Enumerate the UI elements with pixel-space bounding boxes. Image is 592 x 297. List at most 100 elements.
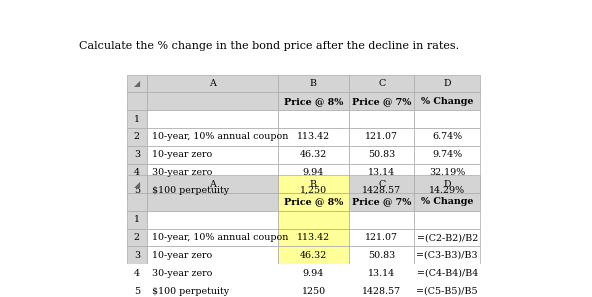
Bar bbox=[147, 264, 278, 282]
Text: % Change: % Change bbox=[421, 198, 474, 206]
Bar bbox=[414, 282, 480, 297]
Text: 4: 4 bbox=[134, 269, 140, 278]
Text: ◢: ◢ bbox=[134, 180, 140, 189]
Text: =(C5-B5)/B5: =(C5-B5)/B5 bbox=[416, 287, 478, 296]
Bar bbox=[349, 75, 414, 92]
Bar bbox=[278, 247, 349, 264]
Bar bbox=[414, 75, 480, 92]
Text: Price @ 7%: Price @ 7% bbox=[352, 97, 411, 106]
Text: 113.42: 113.42 bbox=[297, 132, 330, 141]
Text: 2: 2 bbox=[134, 233, 140, 242]
Bar bbox=[349, 146, 414, 164]
Text: A: A bbox=[209, 180, 216, 189]
Text: 6.74%: 6.74% bbox=[432, 132, 462, 141]
Bar bbox=[278, 175, 349, 193]
Text: 1428.57: 1428.57 bbox=[362, 287, 401, 296]
Text: 113.42: 113.42 bbox=[297, 233, 330, 242]
Bar bbox=[278, 181, 349, 199]
Text: A: A bbox=[209, 79, 216, 88]
Bar bbox=[147, 247, 278, 264]
Bar bbox=[278, 229, 349, 247]
Bar bbox=[147, 175, 278, 193]
Text: 10-year zero: 10-year zero bbox=[152, 150, 213, 159]
Text: 4: 4 bbox=[134, 168, 140, 177]
Bar bbox=[127, 128, 147, 146]
Text: 46.32: 46.32 bbox=[300, 251, 327, 260]
Bar bbox=[127, 211, 147, 229]
Bar bbox=[147, 92, 278, 110]
Bar bbox=[127, 146, 147, 164]
Text: =(C2-B2)/B2: =(C2-B2)/B2 bbox=[417, 233, 478, 242]
Bar bbox=[278, 92, 349, 110]
Bar bbox=[278, 193, 349, 211]
Text: 1250: 1250 bbox=[301, 287, 326, 296]
Bar bbox=[349, 164, 414, 181]
Bar bbox=[147, 128, 278, 146]
Bar bbox=[127, 264, 147, 282]
Text: 9.94: 9.94 bbox=[303, 168, 324, 177]
Text: B: B bbox=[310, 79, 317, 88]
Text: 5: 5 bbox=[134, 287, 140, 296]
Bar bbox=[349, 229, 414, 247]
Text: 3: 3 bbox=[134, 150, 140, 159]
Text: 121.07: 121.07 bbox=[365, 132, 398, 141]
Text: 1428.57: 1428.57 bbox=[362, 186, 401, 195]
Bar bbox=[278, 164, 349, 181]
Bar bbox=[414, 175, 480, 193]
Text: B: B bbox=[310, 180, 317, 189]
Bar bbox=[127, 110, 147, 128]
Bar bbox=[414, 128, 480, 146]
Bar bbox=[414, 164, 480, 181]
Bar bbox=[349, 128, 414, 146]
Text: 3: 3 bbox=[134, 251, 140, 260]
Bar bbox=[278, 110, 349, 128]
Bar bbox=[414, 110, 480, 128]
Text: =(C4-B4)/B4: =(C4-B4)/B4 bbox=[417, 269, 478, 278]
Bar bbox=[278, 75, 349, 92]
Bar bbox=[147, 229, 278, 247]
Text: 1,250: 1,250 bbox=[300, 186, 327, 195]
Text: 13.14: 13.14 bbox=[368, 269, 395, 278]
Text: Price @ 8%: Price @ 8% bbox=[284, 97, 343, 106]
Bar bbox=[127, 75, 147, 92]
Text: 14.29%: 14.29% bbox=[429, 186, 465, 195]
Bar bbox=[147, 282, 278, 297]
Bar bbox=[127, 181, 147, 199]
Text: 50.83: 50.83 bbox=[368, 150, 395, 159]
Bar bbox=[147, 146, 278, 164]
Bar bbox=[278, 146, 349, 164]
Bar bbox=[127, 229, 147, 247]
Text: 50.83: 50.83 bbox=[368, 251, 395, 260]
Bar bbox=[349, 211, 414, 229]
Bar bbox=[278, 264, 349, 282]
Bar bbox=[278, 128, 349, 146]
Bar bbox=[127, 92, 147, 110]
Bar bbox=[414, 229, 480, 247]
Text: $100 perpetuity: $100 perpetuity bbox=[152, 186, 229, 195]
Bar bbox=[349, 175, 414, 193]
Text: 10-year, 10% annual coupon: 10-year, 10% annual coupon bbox=[152, 132, 288, 141]
Text: D: D bbox=[443, 79, 451, 88]
Bar bbox=[349, 264, 414, 282]
Bar bbox=[278, 282, 349, 297]
Text: Price @ 7%: Price @ 7% bbox=[352, 198, 411, 206]
Bar bbox=[349, 181, 414, 199]
Text: C: C bbox=[378, 180, 385, 189]
Bar bbox=[414, 211, 480, 229]
Bar bbox=[414, 92, 480, 110]
Text: 13.14: 13.14 bbox=[368, 168, 395, 177]
Bar bbox=[414, 264, 480, 282]
Text: 1: 1 bbox=[134, 115, 140, 124]
Bar bbox=[147, 110, 278, 128]
Text: =(C3-B3)/B3: =(C3-B3)/B3 bbox=[416, 251, 478, 260]
Bar bbox=[147, 193, 278, 211]
Text: $100 perpetuity: $100 perpetuity bbox=[152, 287, 229, 296]
Text: Price @ 8%: Price @ 8% bbox=[284, 198, 343, 206]
Bar bbox=[414, 193, 480, 211]
Text: % Change: % Change bbox=[421, 97, 474, 106]
Text: 46.32: 46.32 bbox=[300, 150, 327, 159]
Text: 30-year zero: 30-year zero bbox=[152, 168, 213, 177]
Bar bbox=[127, 282, 147, 297]
Bar bbox=[349, 92, 414, 110]
Bar bbox=[127, 247, 147, 264]
